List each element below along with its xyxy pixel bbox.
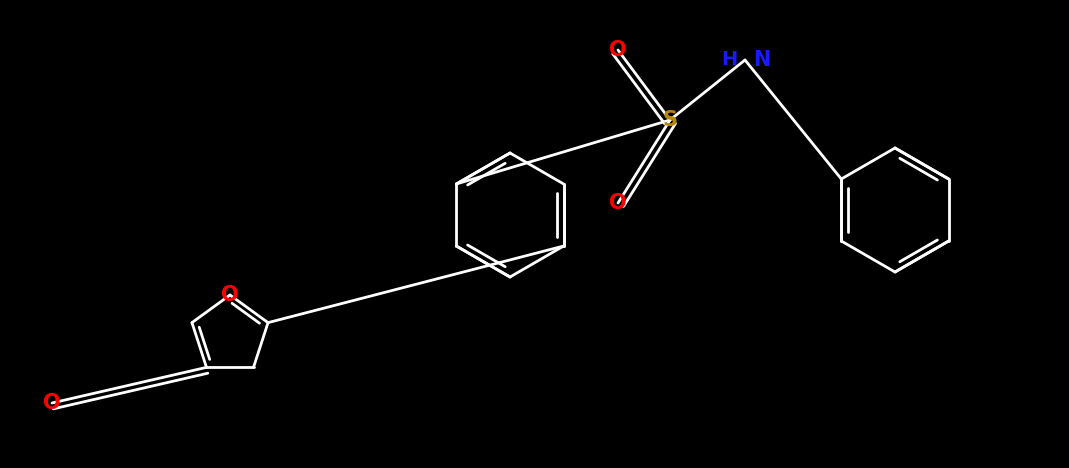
Text: O: O xyxy=(43,393,61,413)
Text: O: O xyxy=(609,40,626,60)
Text: S: S xyxy=(663,110,678,130)
Text: O: O xyxy=(609,193,626,213)
Text: O: O xyxy=(221,285,238,305)
Text: H: H xyxy=(721,51,737,70)
Text: N: N xyxy=(753,50,771,70)
